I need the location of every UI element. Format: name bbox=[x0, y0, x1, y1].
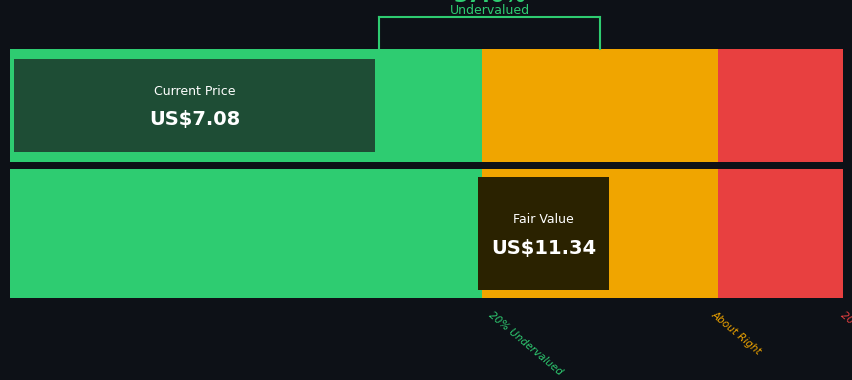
Text: About Right: About Right bbox=[709, 310, 763, 357]
Bar bbox=[10, 169, 481, 298]
Text: Current Price: Current Price bbox=[153, 84, 235, 98]
Text: Undervalued: Undervalued bbox=[449, 4, 529, 17]
Text: US$7.08: US$7.08 bbox=[148, 111, 239, 130]
Bar bbox=[717, 49, 842, 162]
Text: 37.6%: 37.6% bbox=[452, 0, 525, 6]
Text: 20% Undervalued: 20% Undervalued bbox=[486, 310, 563, 377]
Bar bbox=[481, 169, 717, 298]
Text: 20% Overvalued: 20% Overvalued bbox=[838, 310, 852, 373]
Bar bbox=[10, 49, 481, 162]
Bar bbox=[481, 49, 717, 162]
Text: US$11.34: US$11.34 bbox=[490, 239, 596, 258]
Bar bbox=[717, 169, 842, 298]
Bar bbox=[14, 59, 375, 152]
Bar bbox=[477, 177, 608, 290]
Text: Fair Value: Fair Value bbox=[512, 213, 573, 226]
